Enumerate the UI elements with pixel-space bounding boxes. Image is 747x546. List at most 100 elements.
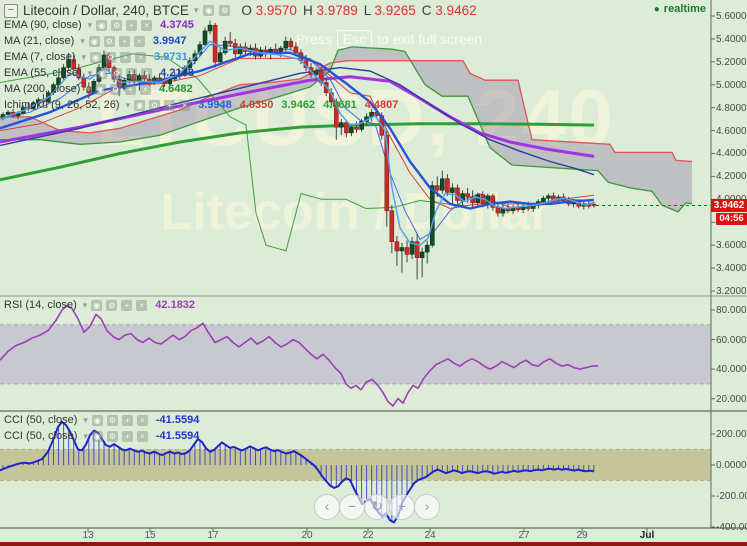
chevron-down-icon[interactable]: ▾ (81, 51, 87, 62)
gear-icon[interactable]: ⚙ (106, 414, 118, 426)
gear-icon[interactable]: ⚙ (111, 67, 123, 79)
plus-icon[interactable]: + (121, 299, 133, 311)
candle-body (470, 196, 475, 203)
close-icon[interactable]: × (179, 99, 191, 111)
price-tick-label: 3.4000 (716, 263, 747, 275)
candle-body (450, 187, 455, 193)
candle-body (455, 187, 460, 201)
chevron-down-icon[interactable]: ▾ (83, 414, 88, 425)
collapse-icon[interactable]: − (4, 3, 18, 18)
gear-icon[interactable]: ⚙ (106, 430, 118, 442)
candle-body (419, 251, 425, 258)
close-icon[interactable]: × (139, 83, 151, 95)
gear-icon[interactable]: ⚙ (103, 35, 115, 47)
gear-icon[interactable]: ⚙ (105, 51, 117, 63)
plus-icon[interactable]: + (121, 430, 133, 442)
chevron-down-icon[interactable]: ▾ (87, 67, 93, 78)
cci-indicator-row-1-label: CCI (50, close) (4, 430, 78, 442)
rsi-indicator-row-label: RSI (14, close) (4, 299, 77, 311)
eye-icon[interactable]: ◉ (88, 35, 100, 47)
candle-body (439, 178, 445, 191)
price-tick-label: 4.2000 (716, 171, 747, 183)
eye-icon[interactable]: ◉ (203, 5, 215, 16)
ema7-line (0, 40, 595, 246)
symbol-title-row: − Litecoin / Dollar, 240, BTCE ▾ ◉ ⚙ O 3… (4, 3, 477, 18)
realtime-dot-icon: ● (653, 4, 660, 15)
eye-icon[interactable]: ◉ (96, 67, 108, 79)
time-tick-label: 22 (362, 530, 374, 541)
candle-body (127, 74, 132, 81)
chevron-down-icon[interactable]: ▾ (86, 83, 91, 94)
ohlc-readout: O 3.9570 H 3.9789 L 3.9265 C 3.9462 (235, 3, 476, 18)
price-tick-label: 5.4000 (716, 33, 747, 45)
scroll-left-button[interactable]: ‹ (314, 494, 340, 520)
gear-icon[interactable]: ⚙ (109, 83, 121, 95)
price-tick-label: 3.2000 (716, 285, 747, 297)
ohlc-value: 3.9265 (370, 3, 416, 18)
kijun-line (0, 57, 595, 209)
gear-icon[interactable]: ⚙ (219, 5, 231, 16)
close-icon[interactable]: × (141, 19, 153, 31)
zoom-in-button[interactable]: + (389, 494, 415, 520)
indicator-row-ema2-label: EMA (7, close) (4, 51, 76, 63)
chevron-down-icon[interactable]: ▾ (83, 430, 88, 441)
ohlc-value: 3.9570 (251, 3, 297, 18)
indicator-row-ma1-label: MA (21, close) (4, 35, 75, 47)
chevron-down-icon[interactable]: ▾ (82, 299, 88, 310)
plus-icon[interactable]: + (121, 414, 133, 426)
zoom-out-button[interactable]: − (339, 494, 365, 520)
close-icon[interactable]: × (141, 67, 153, 79)
gear-icon[interactable]: ⚙ (106, 299, 118, 311)
indicator-row-ema2: EMA (7, close) ▾ ◉ ⚙ + × 3.9731 (4, 51, 188, 63)
close-icon[interactable]: × (136, 414, 148, 426)
eye-icon[interactable]: ◉ (90, 51, 102, 63)
close-icon[interactable]: × (133, 35, 145, 47)
indicator-row-ema0-value: 4.3745 (160, 19, 194, 31)
price-tick-label: 5.6000 (716, 11, 747, 22)
eye-icon[interactable]: ◉ (94, 83, 106, 95)
candle-body (429, 185, 435, 246)
close-icon[interactable]: × (135, 51, 147, 63)
cci-band (0, 449, 711, 481)
eye-icon[interactable]: ◉ (96, 19, 108, 31)
plus-icon[interactable]: + (120, 51, 132, 63)
bottom-strip (0, 542, 747, 546)
candle-body (354, 126, 359, 130)
chevron-down-icon[interactable]: ▾ (80, 35, 85, 46)
candle-body (106, 54, 112, 68)
candle-body (71, 59, 76, 69)
scroll-right-button[interactable]: › (414, 494, 440, 520)
cci-tick-label: -400.0000 (716, 522, 747, 533)
plus-icon[interactable]: + (126, 67, 138, 79)
rsi-tick-label: 60.0000 (716, 334, 747, 346)
candle-body (344, 122, 349, 134)
indicator-row-ema0-label: EMA (90, close) (4, 19, 82, 31)
candle-body (333, 101, 339, 128)
ohlc-key: O (241, 3, 252, 18)
plus-icon[interactable]: + (164, 99, 176, 111)
close-icon[interactable]: × (136, 299, 148, 311)
chevron-down-icon[interactable]: ▾ (193, 5, 199, 15)
plus-icon[interactable]: + (118, 35, 130, 47)
indicator-row-ma4-label: MA (200, close) (4, 83, 81, 95)
eye-icon[interactable]: ◉ (91, 299, 103, 311)
indicator-row-ma1-value: 3.9947 (152, 35, 187, 47)
ma200-line (0, 122, 595, 182)
candle-body (409, 241, 415, 255)
close-icon[interactable]: × (136, 430, 148, 442)
eye-icon[interactable]: ◉ (91, 430, 103, 442)
candle-body (5, 111, 11, 115)
candle-body (414, 241, 420, 258)
page-title[interactable]: Litecoin / Dollar, 240, BTCE (23, 3, 189, 18)
eye-icon[interactable]: ◉ (91, 414, 103, 426)
chevron-down-icon[interactable]: ▾ (87, 19, 93, 30)
chevron-down-icon[interactable]: ▾ (125, 99, 131, 110)
eye-icon[interactable]: ◉ (134, 99, 146, 111)
plus-icon[interactable]: + (126, 19, 138, 31)
gear-icon[interactable]: ⚙ (111, 19, 123, 31)
hint-suffix: to exit full screen (377, 31, 483, 47)
gear-icon[interactable]: ⚙ (149, 99, 161, 111)
reset-view-button[interactable]: ↻ (364, 494, 390, 520)
plus-icon[interactable]: + (124, 83, 136, 95)
